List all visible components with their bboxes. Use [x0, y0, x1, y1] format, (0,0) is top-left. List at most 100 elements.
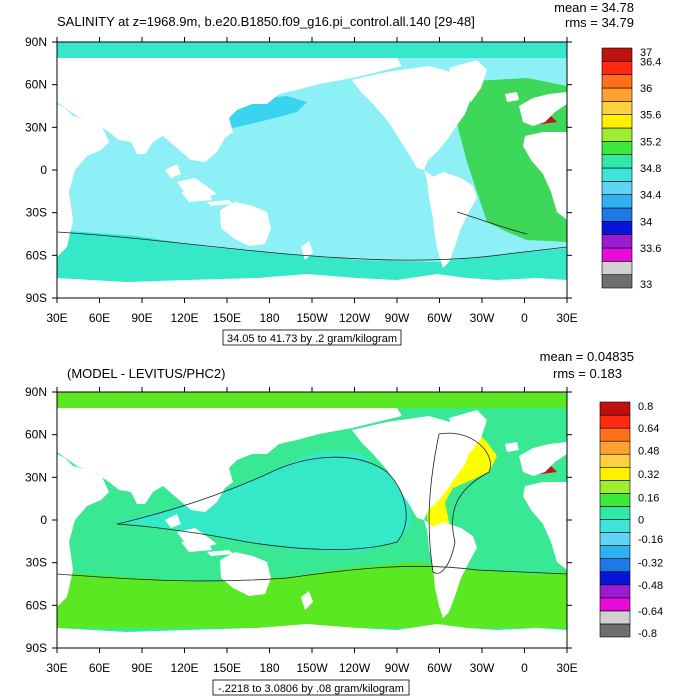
panel2-contour-pacific: [116, 456, 407, 550]
colorbar-swatch: [599, 610, 631, 625]
colorbar-swatch: [601, 167, 633, 182]
panel1-title: SALINITY at z=1968.9m, b.e20.B1850.f09_g…: [57, 14, 475, 29]
colorbar-swatch: [599, 532, 631, 546]
panel2-y-axis: 90N 60N 30N 0 30S 60S 90S: [25, 385, 572, 655]
x-tick-label: 30E: [556, 661, 577, 675]
colorbar-label: -0.16: [638, 534, 663, 546]
x-tick-label: 150W: [296, 311, 328, 325]
y-tick-label: 90N: [25, 35, 47, 49]
colorbar-swatch: [599, 623, 631, 638]
colorbar-label: 34.4: [640, 190, 661, 202]
panel2-subtitle-box: [212, 679, 410, 696]
colorbar-swatch: [601, 194, 633, 209]
colorbar-swatch: [601, 141, 633, 155]
colorbar-swatch: [601, 221, 633, 235]
colorbar-label: 34.8: [640, 163, 661, 175]
y-tick-label: 30N: [25, 120, 47, 134]
panel1-y-axis: 90N 60N 30N 0 30S 60S 90S: [25, 35, 572, 305]
x-tick-label: 60E: [89, 311, 110, 325]
y-tick-label: 60S: [26, 598, 47, 612]
colorbar-label: -0.64: [638, 606, 663, 618]
colorbar-label: 33.6: [640, 243, 661, 255]
y-tick-label: 60N: [25, 428, 47, 442]
colorbar-swatch: [599, 558, 631, 573]
colorbar-label: 37: [640, 47, 652, 59]
colorbar-label: 0.8: [638, 401, 653, 413]
colorbar-swatch: [601, 207, 633, 222]
colorbar-swatch: [599, 506, 631, 520]
y-tick-label: 0: [40, 513, 47, 527]
panel1-colorbar: 33 33.6 34 34.4 34.8 35.2 35.6 36 36.437: [601, 47, 661, 291]
x-tick-label: 150E: [213, 311, 241, 325]
colorbar-label: 34: [640, 216, 652, 228]
colorbar-swatch: [599, 427, 631, 442]
colorbar-label: 0.64: [638, 423, 659, 435]
colorbar-swatch: [601, 114, 633, 129]
x-tick-label: 60W: [427, 661, 452, 675]
panel1-arctic: [57, 42, 567, 58]
colorbar-swatch: [599, 597, 631, 612]
colorbar-swatch: [601, 247, 633, 262]
panel2-title: (MODEL - LEVITUS/PHC2): [67, 366, 225, 381]
colorbar-swatch: [601, 61, 633, 75]
colorbar-swatch: [599, 414, 631, 429]
panel1-map: [57, 42, 567, 298]
y-tick-label: 60S: [26, 248, 47, 262]
colorbar-label: 35.2: [640, 136, 661, 148]
colorbar-label: 0.48: [638, 445, 659, 457]
y-tick-label: 30S: [26, 206, 47, 220]
colorbar-swatch: [601, 47, 633, 62]
panel1-mean: mean = 34.78: [554, 0, 634, 15]
x-tick-label: 120W: [339, 311, 371, 325]
colorbar-label: 0.16: [638, 492, 659, 504]
colorbar-label: 0.32: [638, 469, 659, 481]
x-tick-label: 30E: [556, 311, 577, 325]
colorbar-swatch: [601, 261, 633, 275]
panel2-contour-south: [57, 565, 567, 582]
colorbar-swatch: [599, 571, 631, 586]
colorbar-label: -0.8: [638, 628, 657, 640]
colorbar-swatch: [599, 545, 631, 559]
colorbar-swatch: [601, 87, 633, 102]
colorbar-label: 0: [638, 515, 644, 527]
x-tick-label: 90W: [385, 661, 410, 675]
x-tick-label: 30W: [470, 661, 495, 675]
x-tick-label: 90W: [385, 311, 410, 325]
y-tick-label: 60N: [25, 78, 47, 92]
panel-difference: (MODEL - LEVITUS/PHC2) mean = 0.04835 rm…: [25, 349, 663, 696]
colorbar-swatch: [599, 584, 631, 599]
colorbar-label: 33: [640, 279, 652, 291]
colorbar-swatch: [599, 519, 631, 533]
panel2-arctic: [57, 392, 567, 408]
y-tick-label: 30S: [26, 556, 47, 570]
colorbar-swatch: [601, 74, 633, 89]
x-tick-label: 0: [521, 661, 528, 675]
panel2-map: [57, 392, 567, 648]
colorbar-swatch: [599, 401, 631, 416]
x-tick-label: 0: [521, 311, 528, 325]
colorbar-swatch: [599, 466, 631, 481]
x-tick-label: 30W: [470, 311, 495, 325]
colorbar-swatch: [601, 274, 633, 289]
colorbar-swatch: [601, 101, 633, 115]
y-tick-label: 30N: [25, 470, 47, 484]
y-tick-label: 90N: [25, 385, 47, 399]
x-tick-label: 60W: [427, 311, 452, 325]
panel1-contour: [57, 231, 567, 261]
colorbar-swatch: [599, 453, 631, 468]
y-tick-label: 90S: [26, 291, 47, 305]
panel1-subtitle-box: [222, 329, 402, 346]
x-tick-label: 120E: [170, 311, 198, 325]
panel1-southern-band: [57, 230, 567, 282]
panel2-pacific-region: [117, 452, 412, 552]
panel2-contour-atl: [428, 432, 491, 574]
panel2-colorbar: -0.8 -0.64 -0.48 -0.32 -0.16 0 0.16 0.32 0.48 0.6…: [599, 401, 663, 640]
x-tick-label: 90E: [131, 311, 152, 325]
colorbar-label: 36.4: [640, 56, 661, 68]
colorbar-swatch: [599, 440, 631, 455]
colorbar-label: -0.32: [638, 558, 663, 570]
colorbar-label: -0.48: [638, 580, 663, 592]
panel2-mean: mean = 0.04835: [540, 349, 634, 364]
colorbar-swatch: [601, 181, 633, 195]
panel2-x-axis: 30E 60E 90E 120E 150E 180 150W 120W 90W 60W 30W 0 30…: [46, 387, 578, 675]
